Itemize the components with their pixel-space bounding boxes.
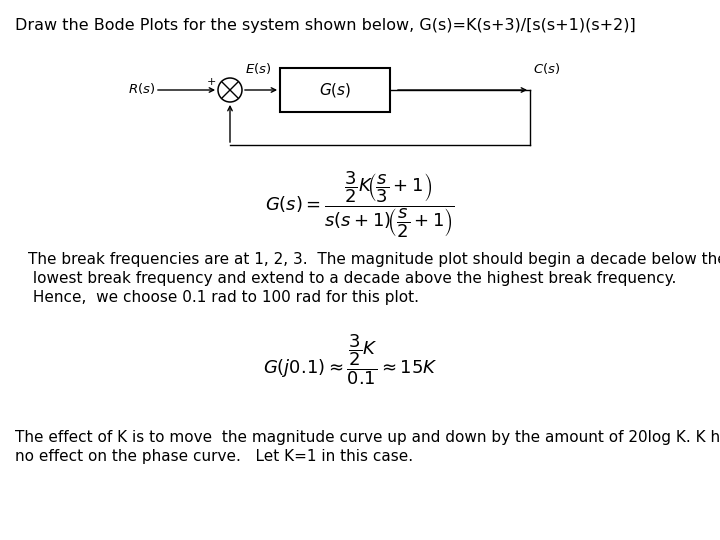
Text: lowest break frequency and extend to a decade above the highest break frequency.: lowest break frequency and extend to a d… — [28, 271, 676, 286]
Text: Draw the Bode Plots for the system shown below, G(s)=K(s+3)/[s(s+1)(s+2)]: Draw the Bode Plots for the system shown… — [15, 18, 636, 33]
Text: +: + — [207, 77, 216, 87]
Text: The effect of K is to move  the magnitude curve up and down by the amount of 20l: The effect of K is to move the magnitude… — [15, 430, 720, 445]
Text: $G(j0.1) \approx \dfrac{\dfrac{3}{2}K}{0.1} \approx 15K$: $G(j0.1) \approx \dfrac{\dfrac{3}{2}K}{0… — [263, 333, 437, 387]
Text: Hence,  we choose 0.1 rad to 100 rad for this plot.: Hence, we choose 0.1 rad to 100 rad for … — [28, 290, 419, 305]
Text: $C(s)$: $C(s)$ — [533, 61, 560, 76]
Text: The break frequencies are at 1, 2, 3.  The magnitude plot should begin a decade : The break frequencies are at 1, 2, 3. Th… — [28, 252, 720, 267]
Text: $E(s)$: $E(s)$ — [245, 61, 271, 76]
Bar — [280, 68, 390, 112]
Text: $G(s)$: $G(s)$ — [319, 81, 351, 99]
Text: $R(s)$: $R(s)$ — [127, 80, 155, 96]
Text: no effect on the phase curve.   Let K=1 in this case.: no effect on the phase curve. Let K=1 in… — [15, 449, 413, 464]
Text: $\mathit{G}(s) = \dfrac{\dfrac{3}{2}K\!\left(\dfrac{s}{3}+1\right)}{s(s+1)\!\lef: $\mathit{G}(s) = \dfrac{\dfrac{3}{2}K\!\… — [265, 170, 455, 240]
